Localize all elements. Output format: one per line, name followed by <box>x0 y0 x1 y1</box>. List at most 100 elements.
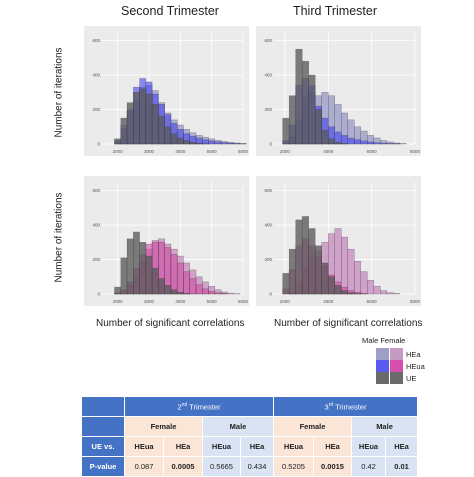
y-tick-label: 0 <box>269 142 272 147</box>
table-cell: HEua <box>125 437 164 457</box>
table-header-second-trimester: 2nd Trimester <box>125 397 274 417</box>
legend-label-ue: UE <box>406 374 416 383</box>
table-row-sex: Female Male Female Male <box>82 417 418 437</box>
bar-ue-7 <box>328 277 335 294</box>
bar-ue-6 <box>322 130 329 144</box>
y-axis-label-top: Number of iterations <box>54 47 65 137</box>
bar-heua-12 <box>361 293 368 294</box>
bar-ue-2 <box>296 220 303 294</box>
bar-heua-10 <box>177 263 183 294</box>
bar-hea-18 <box>400 143 407 144</box>
bar-ue-5 <box>146 256 152 294</box>
y-axis-label-bottom: Number of iterations <box>54 192 65 282</box>
table-cell: HEa <box>314 437 352 457</box>
p-value-table: 2nd Trimester 3rd Trimester Female Male … <box>81 396 418 477</box>
bar-ue-6 <box>152 268 158 294</box>
bar-heua-16 <box>215 142 221 144</box>
x-tick-label: 8000 <box>410 149 421 154</box>
bar-ue-8 <box>335 142 342 144</box>
bar-heua-14 <box>202 140 208 144</box>
x-tick-label: 4000 <box>175 299 186 304</box>
bar-heua-14 <box>374 143 381 144</box>
bar-ue-3 <box>133 232 139 294</box>
bar-ue-9 <box>341 291 348 294</box>
x-tick-label: 4000 <box>175 149 186 154</box>
bar-ue-11 <box>183 293 189 294</box>
y-tick-label: 600 <box>264 38 272 43</box>
table-cell: HEa <box>164 437 203 457</box>
bar-ue-1 <box>289 249 296 294</box>
y-tick-label: 600 <box>92 38 100 43</box>
bar-heua-17 <box>221 143 227 144</box>
bar-ue-2 <box>127 239 133 294</box>
y-tick-label: 0 <box>97 142 100 147</box>
bar-ue-2 <box>127 103 133 144</box>
bar-hea-12 <box>361 272 368 294</box>
bar-ue-0 <box>283 273 290 294</box>
x-tick-label: 5000 <box>207 299 218 304</box>
bar-ue-0 <box>115 139 121 144</box>
y-tick-label: 0 <box>269 292 272 297</box>
trim2-text: Trimester <box>187 402 220 411</box>
x-axis-label-left: Number of significant correlations <box>96 318 244 329</box>
table-header-male-3rd: Male <box>352 417 418 437</box>
y-tick-label: 200 <box>264 107 272 112</box>
x-tick-label: 6000 <box>367 299 378 304</box>
table-cell-blank <box>82 397 125 417</box>
x-tick-label: 8000 <box>410 299 421 304</box>
y-tick-label: 200 <box>92 257 100 262</box>
bar-hea-18 <box>227 293 233 294</box>
legend-swatch-male-hea <box>376 348 389 360</box>
bar-heua-16 <box>215 293 221 294</box>
bar-ue-13 <box>196 143 202 144</box>
x-tick-label: 5000 <box>207 149 218 154</box>
bar-heua-13 <box>196 285 202 294</box>
bar-heua-15 <box>380 143 387 144</box>
table-cell: HEua <box>274 437 314 457</box>
x-tick-label: 2000 <box>280 299 291 304</box>
bar-ue-5 <box>146 94 152 144</box>
bar-hea-13 <box>367 280 374 294</box>
bar-ue-0 <box>115 287 121 294</box>
x-tick-label: 2000 <box>280 149 291 154</box>
legend-label-hea: HEa <box>406 350 421 359</box>
bar-ue-4 <box>309 75 316 144</box>
x-tick-label: 6000 <box>367 149 378 154</box>
bar-ue-8 <box>165 285 171 294</box>
bar-ue-6 <box>152 104 158 144</box>
legend-header: Male Female <box>362 336 405 345</box>
table-row-label-ue-vs: UE vs. <box>82 437 125 457</box>
bar-heua-15 <box>209 291 215 294</box>
bar-ue-9 <box>171 134 177 144</box>
bar-ue-10 <box>177 292 183 294</box>
bar-ue-3 <box>302 61 309 144</box>
table-cell: HEa <box>241 437 274 457</box>
bar-ue-11 <box>183 141 189 144</box>
bar-heua-15 <box>209 141 215 144</box>
bar-ue-5 <box>315 246 322 294</box>
legend-swatch-male-ue <box>376 372 389 384</box>
bar-heua-17 <box>221 293 227 294</box>
bar-heua-9 <box>171 254 177 294</box>
bar-hea-9 <box>341 237 348 294</box>
trim3-text: Trimester <box>333 402 366 411</box>
bar-ue-3 <box>133 92 139 144</box>
bar-hea-17 <box>393 293 400 294</box>
bar-ue-10 <box>177 138 183 144</box>
bar-hea-10 <box>348 249 355 294</box>
bar-heua-12 <box>190 278 196 294</box>
bar-ue-1 <box>121 258 127 294</box>
bar-ue-9 <box>341 143 348 144</box>
x-tick-label: 4000 <box>323 149 334 154</box>
bar-heua-12 <box>361 141 368 144</box>
legend-swatch-female-hea <box>390 348 403 360</box>
legend-swatch-male-heua <box>376 360 389 372</box>
table-header-female-2nd: Female <box>125 417 203 437</box>
